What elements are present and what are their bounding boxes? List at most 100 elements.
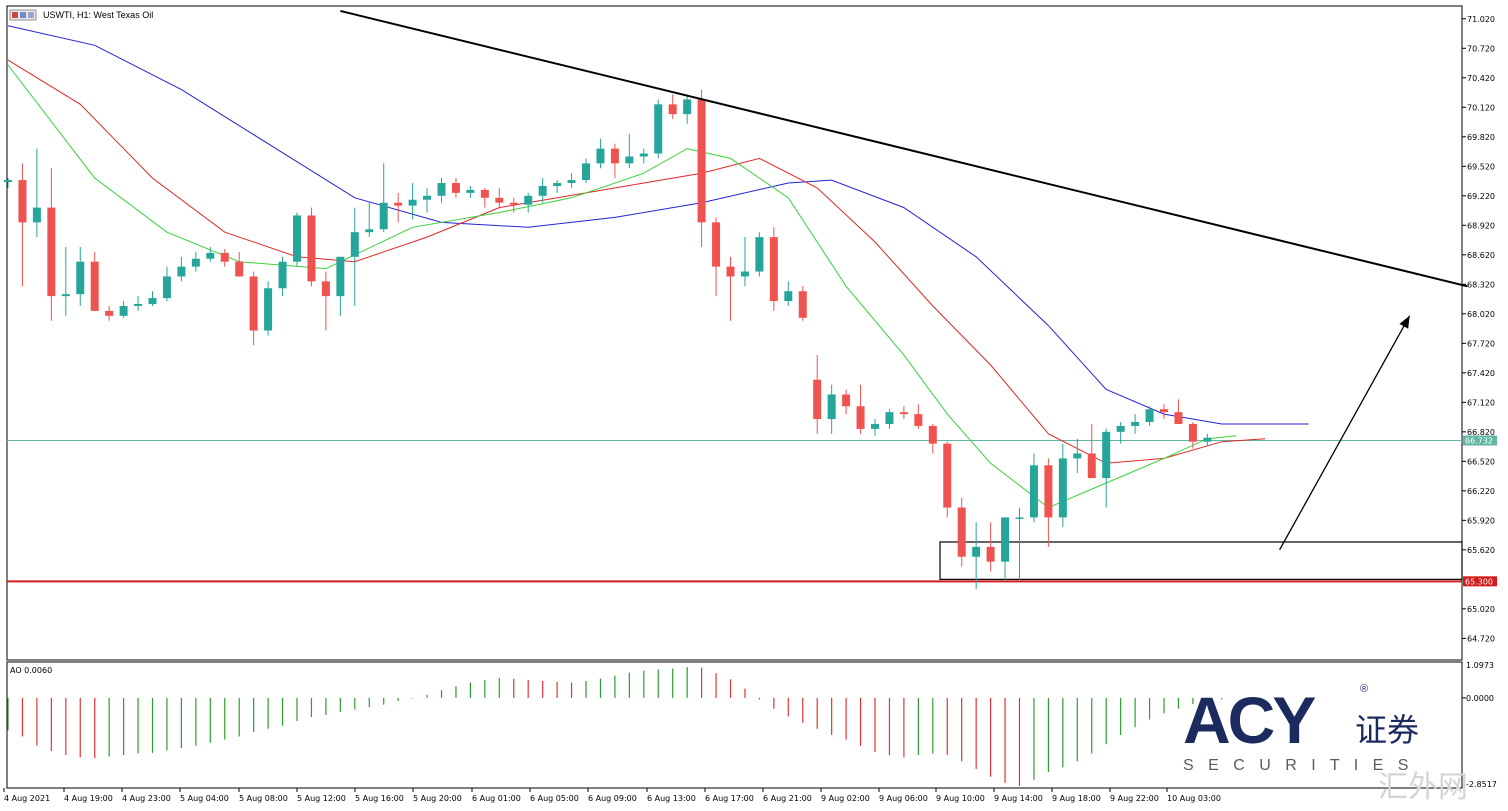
logo-chinese: 证券 xyxy=(1355,711,1419,749)
watermark: 汇外网 xyxy=(1378,770,1468,805)
candle-body xyxy=(885,412,894,424)
candle-body xyxy=(177,266,186,277)
candle-body xyxy=(582,163,590,181)
bull-candle xyxy=(1001,517,1010,582)
time-tick-label: 6 Aug 05:00 xyxy=(530,794,579,803)
candle-body xyxy=(957,507,966,557)
time-tick-label: 4 Aug 23:00 xyxy=(122,794,171,803)
price-tick-label: 69.820 xyxy=(1467,133,1495,142)
bull-candle xyxy=(408,183,417,220)
candle-body xyxy=(1102,431,1111,479)
indicator-pane[interactable] xyxy=(6,661,1463,789)
candle-body xyxy=(827,394,836,420)
bull-candle xyxy=(596,138,605,169)
candle-body xyxy=(928,425,937,444)
bull-candle xyxy=(1116,422,1125,444)
candle-body xyxy=(1058,458,1067,518)
time-tick-label: 9 Aug 06:00 xyxy=(879,794,928,803)
candle-body xyxy=(899,412,908,415)
candle-body xyxy=(191,258,200,267)
candle-body xyxy=(350,232,359,257)
bull-candle xyxy=(350,207,359,306)
time-tick-label: 9 Aug 02:00 xyxy=(821,794,870,803)
bear-candle xyxy=(697,89,706,247)
bull-candle xyxy=(134,296,143,311)
time-tick-label: 5 Aug 04:00 xyxy=(180,794,229,803)
bull-candle xyxy=(1073,438,1082,474)
bull-candle xyxy=(466,185,475,198)
bull-candle xyxy=(1058,443,1067,528)
bull-candle xyxy=(177,256,186,282)
logo-registered: ® xyxy=(1360,683,1368,695)
ao-axis: 1.0973 0.0000 -2.8517 xyxy=(1466,661,1497,789)
price-pane[interactable] xyxy=(6,5,1463,661)
window-header: USWTI, H1: West Texas Oil xyxy=(9,9,153,21)
bull-candle xyxy=(639,148,648,164)
time-tick-label: 6 Aug 09:00 xyxy=(588,794,637,803)
candle-body xyxy=(1116,425,1125,432)
bull-candle xyxy=(162,266,171,302)
time-tick-label: 5 Aug 08:00 xyxy=(239,794,288,803)
candle-body xyxy=(437,183,446,196)
candle-body xyxy=(712,222,721,267)
bear-candle xyxy=(899,406,908,420)
candle-body xyxy=(206,252,215,259)
price-tick-label: 67.420 xyxy=(1467,369,1495,378)
time-tick-label: 9 Aug 10:00 xyxy=(936,794,985,803)
bull-candle xyxy=(365,202,374,238)
bear-candle xyxy=(220,248,229,267)
chart-menu-icon[interactable] xyxy=(9,9,37,21)
bull-candle xyxy=(293,212,301,267)
candle-body xyxy=(1145,409,1154,423)
time-tick-label: 5 Aug 16:00 xyxy=(355,794,404,803)
candle-body xyxy=(249,276,258,331)
ao-histogram xyxy=(7,667,1466,786)
logo-sub: S E C U R I T I E S xyxy=(1183,757,1413,774)
bear-candle xyxy=(957,497,966,567)
candle-body xyxy=(105,310,114,316)
price-tick-label: 68.920 xyxy=(1467,221,1495,230)
time-tick-label: 9 Aug 22:00 xyxy=(1110,794,1159,803)
candle-body xyxy=(321,281,330,297)
candle-body xyxy=(90,261,99,311)
candle-body xyxy=(220,252,229,262)
candle-body xyxy=(32,207,41,223)
bull-candle xyxy=(119,301,128,318)
bear-candle xyxy=(480,187,489,208)
candle-body xyxy=(654,104,663,154)
candle-body xyxy=(1087,453,1096,479)
indicator-label: AO 0.0060 xyxy=(10,666,52,675)
price-tick-label: 67.120 xyxy=(1467,398,1495,407)
candle-body xyxy=(972,546,981,557)
acy-logo: ACY ® 证券 S E C U R I T I E S xyxy=(1183,683,1419,774)
projection-arrow xyxy=(1279,315,1411,551)
candle-body xyxy=(148,298,157,304)
support-zone-box xyxy=(939,541,1463,580)
candle-body xyxy=(726,266,735,277)
price-axis: 71.020 70.720 70.420 70.120 69.820 69.520 69.2… xyxy=(1462,15,1497,643)
bear-candle xyxy=(249,271,258,346)
bear-candle xyxy=(18,163,27,287)
bear-candle xyxy=(769,227,778,311)
bull-candle xyxy=(278,256,287,297)
time-tick-label: 4 Aug 2021 xyxy=(4,794,50,803)
price-tick-label: 70.720 xyxy=(1467,44,1495,53)
price-tick-label: 69.520 xyxy=(1467,162,1495,171)
candle-body xyxy=(47,207,56,297)
time-tick-label: 9 Aug 14:00 xyxy=(994,794,1043,803)
candle-body xyxy=(1001,517,1010,562)
candle-body xyxy=(379,202,388,230)
bear-candle xyxy=(610,143,619,179)
price-tick-label: 68.320 xyxy=(1467,280,1495,289)
bull-candle xyxy=(972,522,981,590)
time-tick-label: 6 Aug 17:00 xyxy=(705,794,754,803)
bull-candle xyxy=(784,281,793,306)
candle-body xyxy=(264,288,273,331)
bear-candle xyxy=(943,441,952,518)
bear-candle xyxy=(914,404,923,429)
bull-candle xyxy=(191,251,200,272)
bull-candle xyxy=(336,256,345,316)
candle-body xyxy=(538,185,547,196)
bear-candle xyxy=(798,286,807,321)
